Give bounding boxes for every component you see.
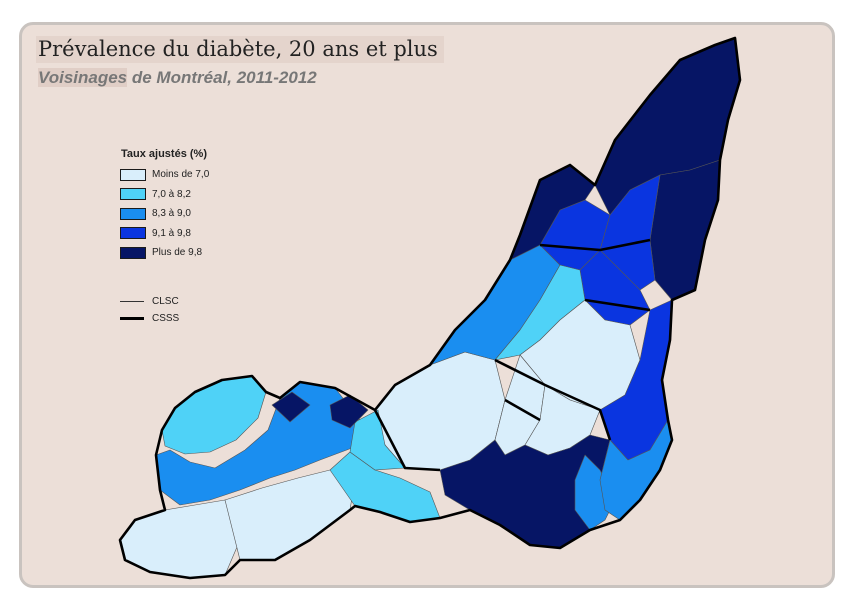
legend-title: Taux ajustés (%)	[121, 148, 207, 160]
legend-item: 7,0 à 8,2	[120, 187, 191, 202]
legend-swatch	[120, 246, 146, 259]
legend-item: Moins de 7,0	[120, 167, 209, 182]
legend-swatch	[120, 227, 146, 239]
map-title: Prévalence du diabète, 20 ans et plus	[36, 36, 444, 63]
legend-item: Plus de 9,8	[120, 245, 202, 260]
csss-line-icon	[120, 317, 144, 320]
legend-label: 7,0 à 8,2	[152, 188, 191, 200]
legend-swatch	[120, 188, 146, 200]
subtitle-rest: de Montréal, 2011-2012	[127, 68, 317, 87]
legend-label: 8,3 à 9,0	[152, 208, 191, 219]
csss-boundary	[373, 409, 441, 472]
legend-csss: CSSS	[120, 313, 179, 324]
map-subtitle: Voisinages de Montréal, 2011-2012	[38, 68, 317, 88]
legend-swatch	[120, 207, 146, 220]
csss-boundary	[504, 398, 541, 422]
clsc-line-icon	[120, 301, 144, 302]
legend-swatch	[120, 168, 146, 181]
legend-clsc: CLSC	[120, 296, 179, 307]
csss-boundary	[494, 358, 612, 441]
legend-csss-label: CSSS	[152, 313, 180, 324]
region-ile-bizard	[161, 375, 267, 455]
legend-label: 9,1 à 9,8	[152, 227, 191, 239]
legend-item: 9,1 à 9,8	[120, 226, 191, 241]
region-dollard-pocket	[271, 391, 369, 429]
csss-boundary	[584, 298, 651, 312]
subtitle-highlight: Voisinages	[38, 68, 128, 87]
island-outline	[118, 36, 742, 580]
legend-label: Plus de 9,8	[152, 247, 203, 258]
legend-label: Moins de 7,0	[152, 169, 210, 180]
legend-clsc-label: CLSC	[152, 296, 179, 307]
csss-boundary	[539, 238, 651, 252]
legend-item: 8,3 à 9,0	[120, 206, 191, 221]
